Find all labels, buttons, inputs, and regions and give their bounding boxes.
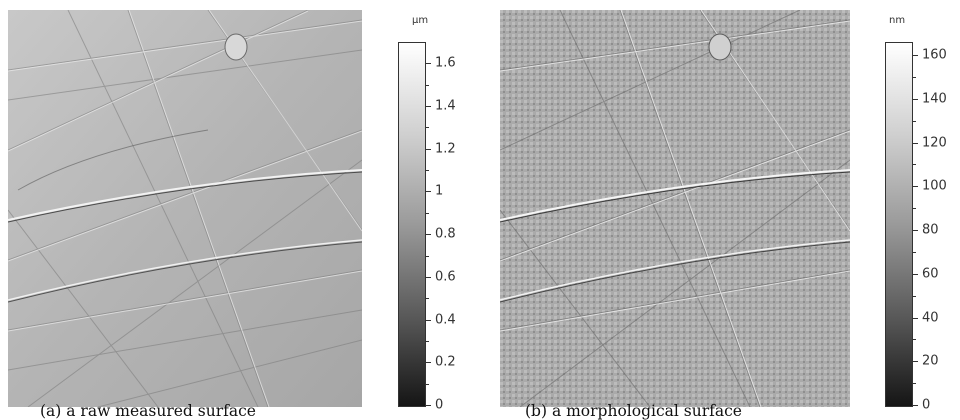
colorbar-b — [885, 42, 913, 407]
colorbar-tick-label-a: 1.6 — [435, 56, 456, 71]
morphological-surface-image — [500, 10, 850, 407]
colorbar-minor-tick-b — [913, 77, 916, 78]
colorbar-tick-label-a: 0.8 — [435, 227, 456, 242]
colorbar-minor-tick-a — [426, 298, 429, 299]
colorbar-tick-label-a: 0.2 — [435, 355, 456, 370]
colorbar-minor-tick-a — [426, 341, 429, 342]
colorbar-minor-tick-b — [913, 296, 916, 297]
colorbar-minor-tick-b — [913, 208, 916, 209]
colorbar-tick-b — [913, 405, 918, 406]
colorbar-tick-b — [913, 274, 918, 275]
colorbar-tick-a — [426, 234, 431, 235]
morphological-surface-texture — [500, 10, 850, 407]
colorbar-tick-a — [426, 320, 431, 321]
colorbar-tick-label-a: 1 — [435, 184, 443, 199]
colorbar-tick-label-a: 1.2 — [435, 141, 456, 156]
colorbar-unit-a: μm — [412, 15, 428, 26]
colorbar-tick-label-b: 40 — [922, 310, 939, 325]
colorbar-tick-b — [913, 361, 918, 362]
colorbar-tick-label-b: 20 — [922, 354, 939, 369]
colorbar-minor-tick-a — [426, 213, 429, 214]
colorbar-minor-tick-a — [426, 127, 429, 128]
colorbar-tick-a — [426, 405, 431, 406]
colorbar-tick-b — [913, 143, 918, 144]
colorbar-tick-label-a: 0.6 — [435, 269, 456, 284]
colorbar-tick-label-b: 60 — [922, 266, 939, 281]
colorbar-tick-a — [426, 63, 431, 64]
colorbar-minor-tick-a — [426, 85, 429, 86]
colorbar-a — [398, 42, 426, 407]
colorbar-unit-b: nm — [889, 15, 905, 26]
colorbar-minor-tick-b — [913, 383, 916, 384]
colorbar-ticks-a: 0 0.2 0.4 0.6 0.8 1 1.2 1.4 1.6 — [426, 42, 486, 405]
caption-a: (a) a raw measured surface — [40, 405, 256, 418]
colorbar-tick-label-a: 0 — [435, 398, 443, 413]
panel-a: μm 0 0.2 0.4 0.6 0.8 1 1.2 1.4 1.6 (a) a raw mea… — [0, 0, 480, 418]
colorbar-tick-a — [426, 191, 431, 192]
colorbar-tick-label-b: 100 — [922, 179, 947, 194]
colorbar-tick-label-b: 80 — [922, 223, 939, 238]
colorbar-tick-label-b: 120 — [922, 135, 947, 150]
colorbar-tick-label-b: 0 — [922, 398, 930, 413]
colorbar-tick-b — [913, 186, 918, 187]
colorbar-tick-b — [913, 99, 918, 100]
colorbar-tick-label-b: 140 — [922, 91, 947, 106]
colorbar-tick-label-a: 1.4 — [435, 99, 456, 114]
colorbar-minor-tick-a — [426, 170, 429, 171]
colorbar-minor-tick-b — [913, 164, 916, 165]
raw-surface-image — [8, 10, 362, 407]
colorbar-tick-a — [426, 106, 431, 107]
raw-surface-texture — [8, 10, 362, 407]
colorbar-minor-tick-a — [426, 384, 429, 385]
colorbar-tick-b — [913, 230, 918, 231]
colorbar-tick-a — [426, 149, 431, 150]
colorbar-tick-a — [426, 277, 431, 278]
colorbar-minor-tick-a — [426, 256, 429, 257]
panel-b: nm 0 20 40 60 80 100 120 140 160 (b) a morpholog… — [480, 0, 960, 418]
colorbar-tick-b — [913, 318, 918, 319]
colorbar-tick-label-b: 160 — [922, 48, 947, 63]
colorbar-tick-a — [426, 362, 431, 363]
colorbar-minor-tick-b — [913, 252, 916, 253]
colorbar-ticks-b: 0 20 40 60 80 100 120 140 160 — [913, 42, 960, 405]
colorbar-minor-tick-b — [913, 121, 916, 122]
colorbar-tick-label-a: 0.4 — [435, 312, 456, 327]
colorbar-minor-tick-b — [913, 339, 916, 340]
colorbar-tick-b — [913, 55, 918, 56]
caption-b: (b) a morphological surface — [525, 405, 742, 418]
